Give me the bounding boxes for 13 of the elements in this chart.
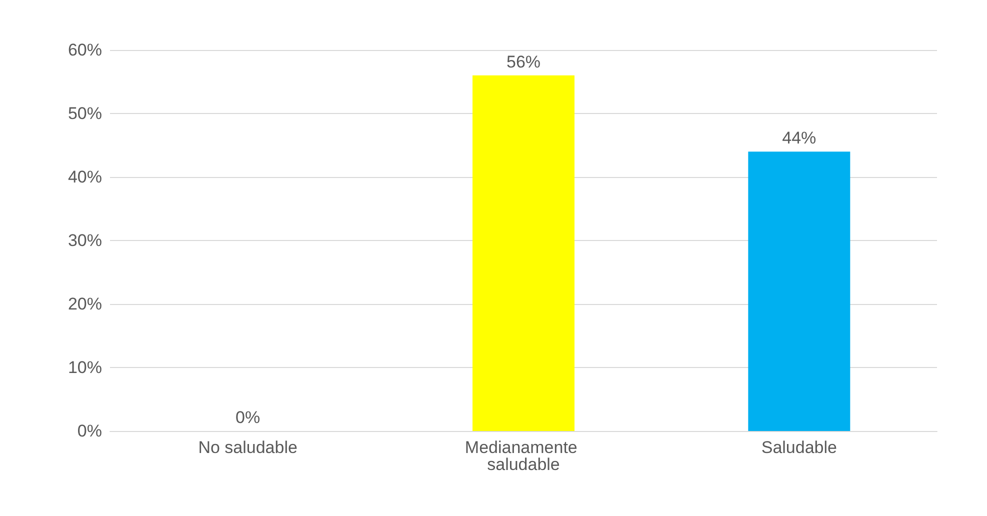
y-tick-label: 30% — [68, 231, 102, 250]
x-tick-label: Saludable — [761, 438, 837, 457]
y-tick-label: 40% — [68, 168, 102, 186]
x-tick-label: Medianamente saludable — [464, 438, 582, 474]
y-tick-label: 0% — [77, 422, 102, 440]
y-tick-label: 50% — [68, 104, 102, 123]
y-tick-label: 20% — [68, 294, 102, 314]
data-label: 0% — [236, 408, 260, 427]
y-tick-label: 60% — [68, 40, 102, 60]
y-tick-label: 10% — [68, 358, 102, 377]
data-label: 44% — [782, 128, 816, 148]
data-label: 56% — [506, 52, 541, 72]
x-tick-label: No saludable — [198, 438, 298, 457]
